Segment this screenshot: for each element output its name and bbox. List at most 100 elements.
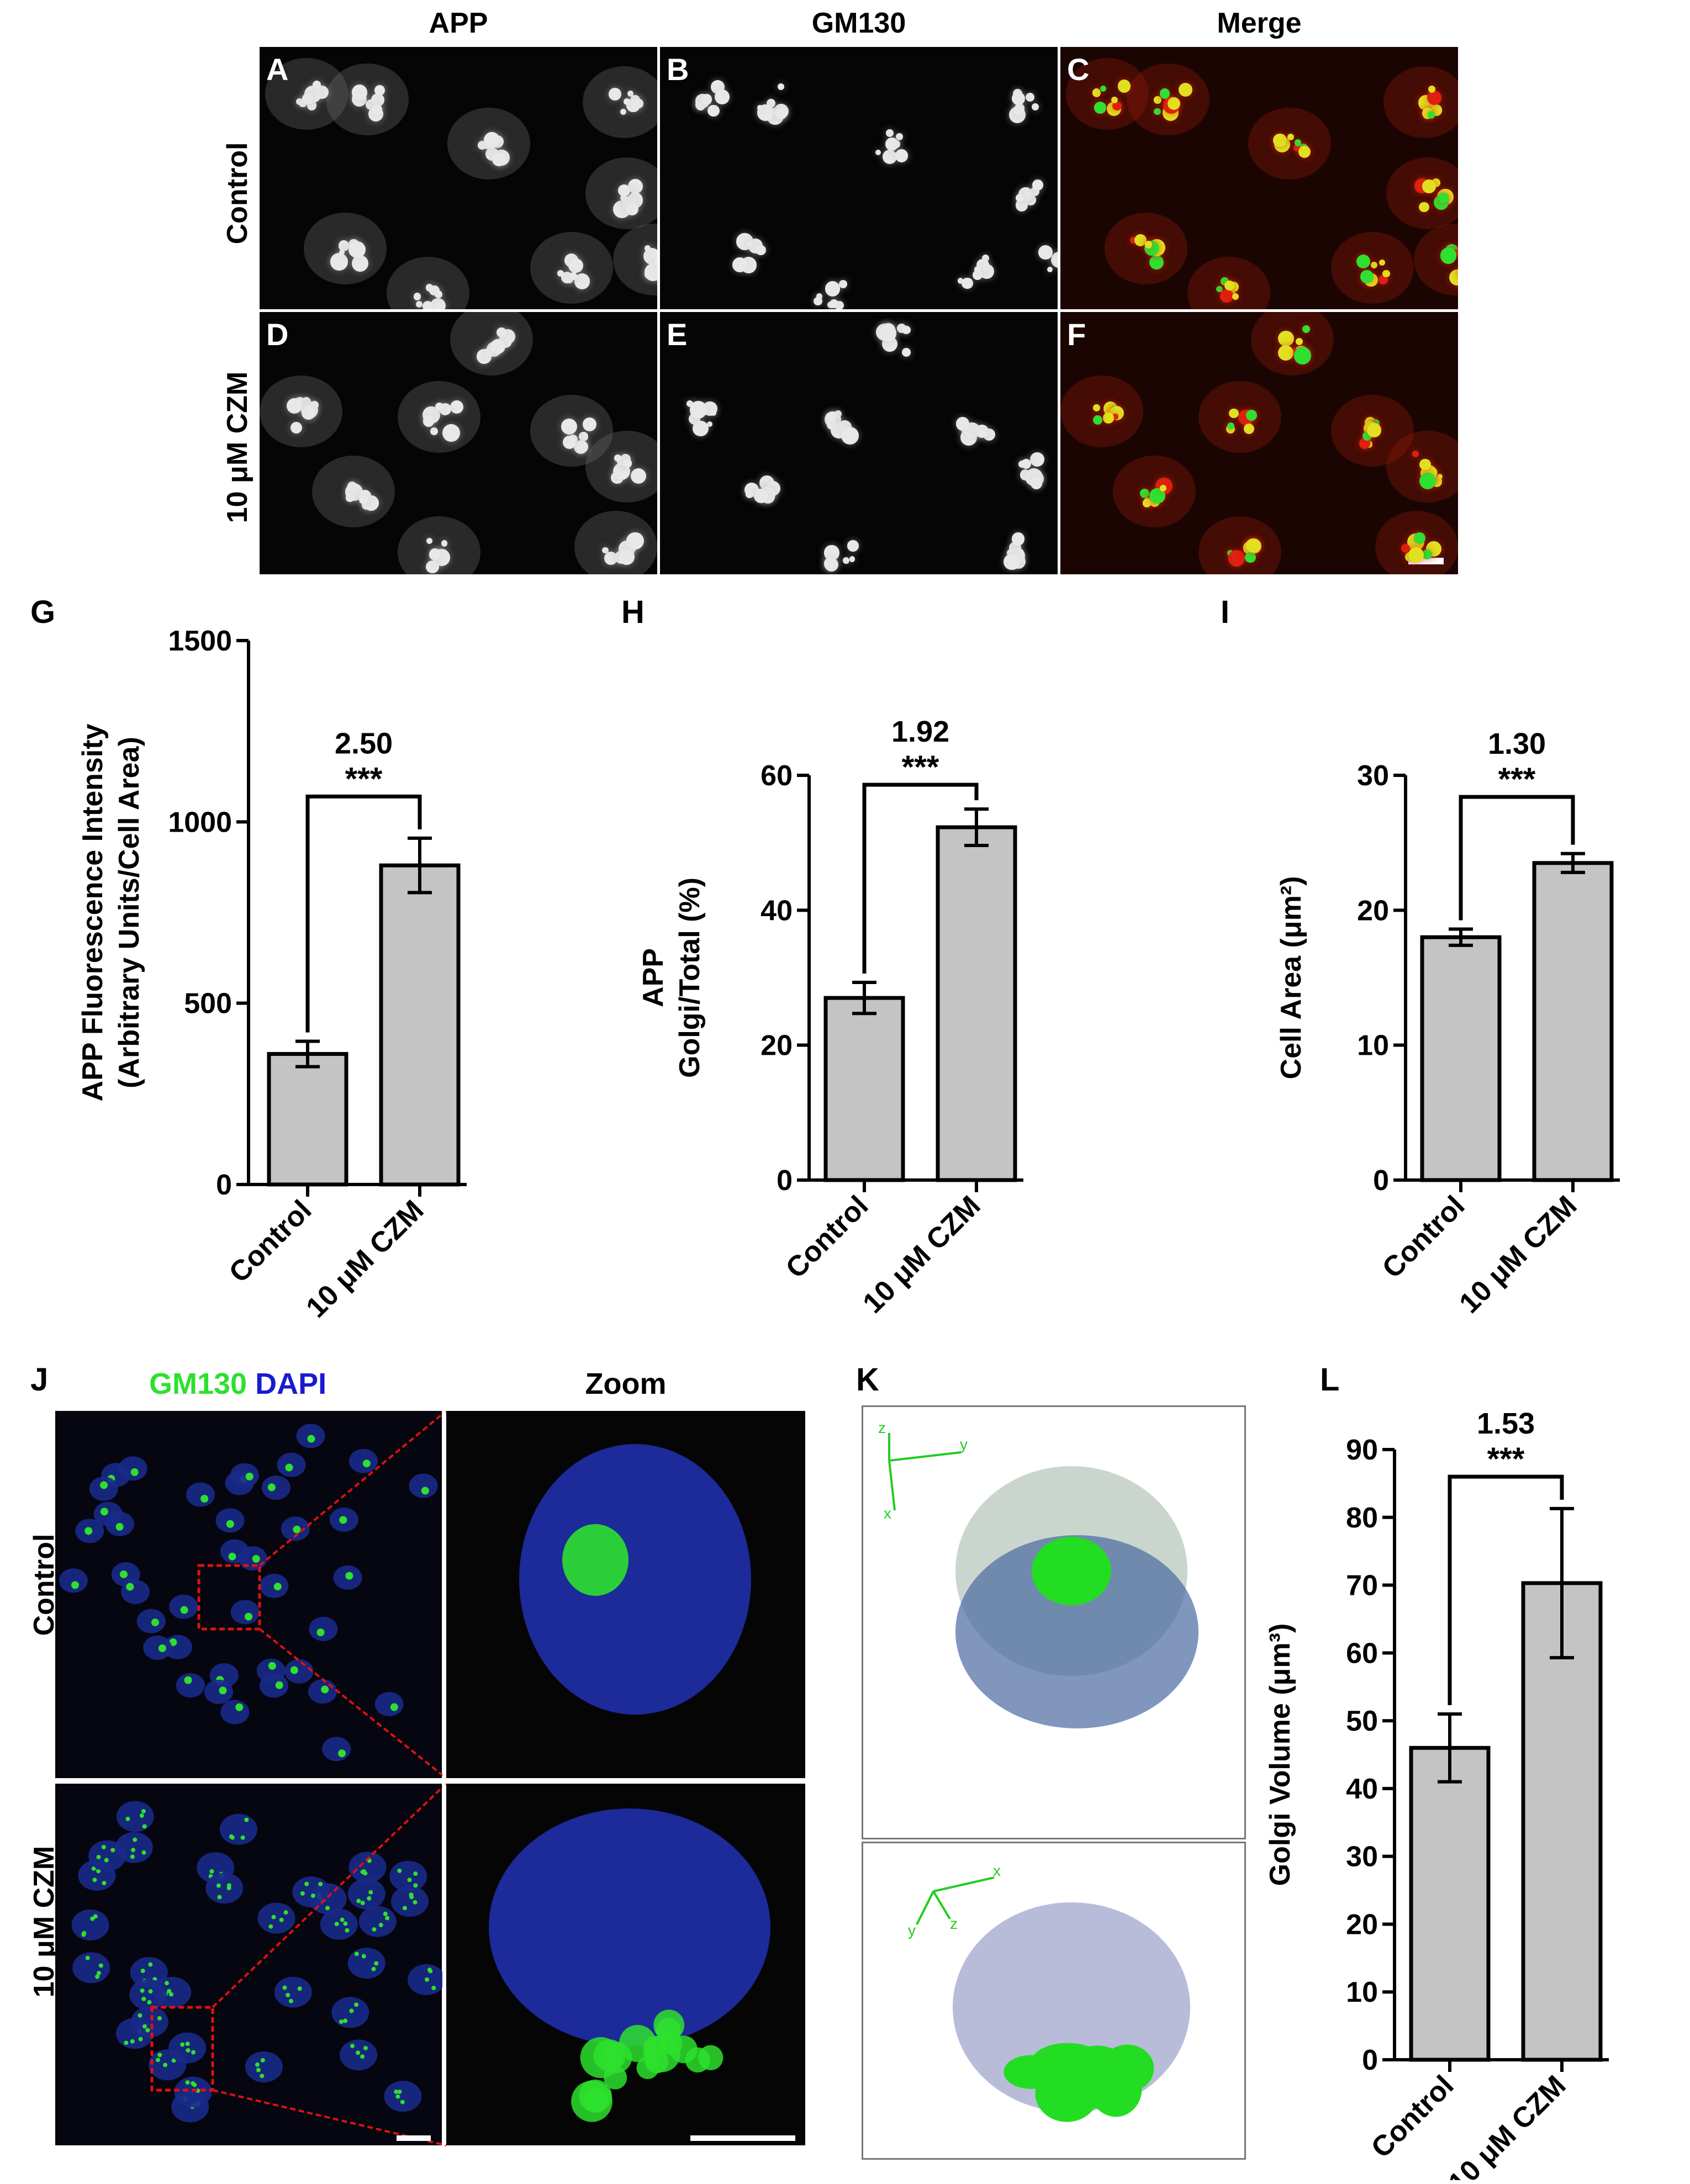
golgi-spot xyxy=(409,1892,414,1897)
golgi-spot xyxy=(435,290,442,298)
golgi-spot xyxy=(241,1836,245,1840)
x-tick-label: Control xyxy=(1376,1189,1471,1284)
golgi-spot xyxy=(614,454,621,462)
golgi-spot xyxy=(902,348,911,357)
golgi-spot xyxy=(180,2043,184,2047)
golgi-spot xyxy=(348,241,365,258)
golgi-spot xyxy=(142,1824,147,1828)
golgi-spot xyxy=(359,495,368,504)
x-tick-label: Control xyxy=(780,1189,875,1284)
golgi-spot xyxy=(141,1850,146,1855)
golgi-spot xyxy=(352,84,367,100)
golgi-spot xyxy=(304,1882,309,1886)
golgi-spot xyxy=(707,105,720,117)
axis-label: x xyxy=(993,1862,1001,1879)
golgi-spot xyxy=(442,424,460,442)
axis-label: y xyxy=(960,1436,968,1453)
golgi-spot xyxy=(102,1881,106,1885)
significance-stars: *** xyxy=(1498,762,1536,797)
golgi-spot xyxy=(343,2018,347,2023)
y-tick-label: 60 xyxy=(760,760,793,792)
golgi-spot xyxy=(289,1999,293,2003)
golgi-spot xyxy=(746,490,753,498)
golgi-spot xyxy=(142,2024,147,2029)
cell-body xyxy=(1060,376,1143,447)
golgi-spot xyxy=(1149,255,1164,269)
golgi-spot xyxy=(209,1869,214,1874)
y-axis-label: Cell Area (μm²) xyxy=(1275,876,1307,1080)
golgi-spot xyxy=(349,2008,353,2013)
nucleus xyxy=(230,1463,259,1488)
y-tick-label: 0 xyxy=(216,1169,232,1201)
golgi-spot xyxy=(181,1606,188,1614)
golgi-spot xyxy=(356,2050,360,2055)
golgi-spot xyxy=(426,560,439,574)
golgi-spot xyxy=(1145,241,1152,248)
nucleus xyxy=(176,1673,205,1698)
golgi-spot xyxy=(229,1553,236,1561)
scale-bar xyxy=(397,2135,431,2141)
golgi-spot xyxy=(363,1459,371,1467)
cell-body xyxy=(1251,312,1334,376)
golgi-spot xyxy=(120,1570,128,1578)
golgi-spot xyxy=(1092,88,1101,97)
golgi-spot xyxy=(157,2053,162,2057)
nucleus xyxy=(262,1476,291,1500)
axis-label: z xyxy=(878,1419,886,1436)
golgi-spot xyxy=(450,400,463,414)
y-axis-label: APP xyxy=(637,948,669,1007)
golgi-spot xyxy=(484,132,500,148)
golgi-spot xyxy=(99,1963,103,1968)
golgi-spot xyxy=(298,1986,302,1991)
golgi-spot xyxy=(1038,245,1052,259)
golgi-spot xyxy=(979,430,986,437)
golgi-spot xyxy=(184,1677,192,1684)
column-title-gm130: GM130 xyxy=(660,7,1058,40)
golgi-spot xyxy=(1053,255,1058,265)
bar-control xyxy=(826,998,903,1180)
golgi-spot xyxy=(1160,88,1170,99)
golgi-spot xyxy=(149,1989,153,1993)
golgi-spot xyxy=(317,1628,325,1636)
golgi-spot xyxy=(1419,202,1429,212)
golgi-spot xyxy=(291,1666,298,1674)
panel-e-gm130-czm: E xyxy=(660,312,1058,574)
golgi-spot xyxy=(885,138,899,151)
y-tick-label: 0 xyxy=(1373,1165,1389,1197)
golgi-spot xyxy=(101,1508,108,1515)
golgi-spot xyxy=(169,1992,173,1996)
golgi-spot xyxy=(383,1912,388,1916)
nucleus xyxy=(204,1680,233,1704)
golgi-spot xyxy=(321,1685,329,1693)
x-tick-label: 10 μM CZM xyxy=(1442,2069,1572,2180)
golgi-spot xyxy=(414,293,421,300)
j-label-dapi: DAPI xyxy=(255,1367,326,1400)
j-image-grid xyxy=(55,1411,806,2184)
y-tick-label: 20 xyxy=(760,1030,793,1062)
nucleus xyxy=(231,1600,260,1624)
row-title-control: Control xyxy=(221,110,254,276)
golgi-spot xyxy=(778,83,784,90)
panel-letter-a: A xyxy=(266,51,288,87)
nucleus xyxy=(245,2051,283,2082)
golgi-spot xyxy=(576,441,588,453)
golgi-spot xyxy=(568,258,583,273)
nucleus xyxy=(72,1952,110,1983)
panel-letter-b: B xyxy=(667,51,689,87)
golgi-spot xyxy=(1412,451,1419,457)
zoom-golgi xyxy=(685,2048,710,2072)
y-tick-label: 90 xyxy=(1346,1434,1378,1466)
golgi-spot xyxy=(579,432,588,441)
golgi-spot xyxy=(116,1523,124,1531)
golgi-spot xyxy=(430,427,438,435)
golgi-spot xyxy=(561,419,577,435)
golgi-spot xyxy=(130,2039,135,2044)
nucleus xyxy=(94,1502,123,1526)
golgi-spot xyxy=(268,1924,273,1929)
golgi-spot xyxy=(311,1894,315,1898)
y-tick-label: 0 xyxy=(777,1165,793,1197)
golgi-spot xyxy=(1295,139,1302,146)
golgi-spot xyxy=(1024,191,1031,198)
